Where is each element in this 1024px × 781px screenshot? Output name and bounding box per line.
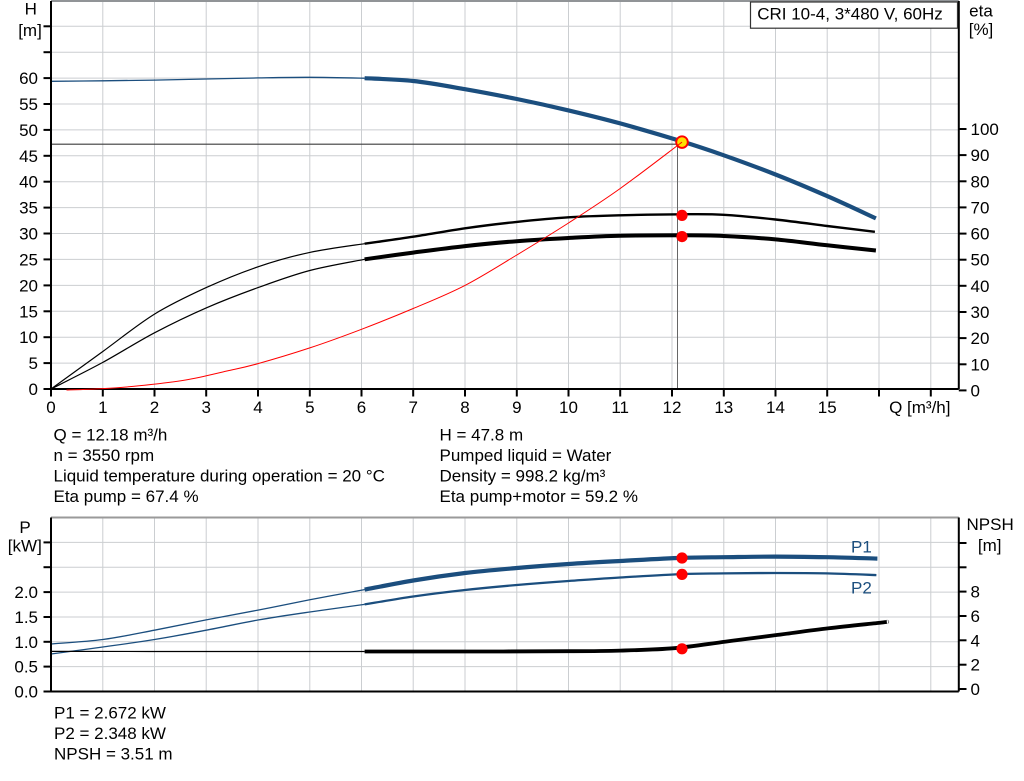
svg-text:50: 50 [971, 251, 990, 270]
svg-text:0: 0 [971, 680, 980, 699]
svg-text:2: 2 [971, 656, 980, 675]
svg-text:50: 50 [19, 121, 38, 140]
svg-text:[kW]: [kW] [8, 537, 42, 556]
svg-text:10: 10 [971, 355, 990, 374]
svg-text:9: 9 [512, 398, 521, 417]
svg-text:[%]: [%] [969, 20, 994, 39]
svg-text:4: 4 [971, 631, 980, 650]
svg-text:1.5: 1.5 [14, 608, 38, 627]
svg-text:60: 60 [971, 225, 990, 244]
svg-text:25: 25 [19, 250, 38, 269]
svg-text:Q = 12.18 m³/h: Q = 12.18 m³/h [54, 426, 168, 445]
svg-text:1: 1 [98, 398, 107, 417]
svg-text:3: 3 [201, 398, 210, 417]
svg-text:15: 15 [19, 302, 38, 321]
svg-text:0.5: 0.5 [14, 658, 38, 677]
svg-text:40: 40 [971, 277, 990, 296]
svg-text:40: 40 [19, 173, 38, 192]
svg-text:P: P [19, 518, 30, 537]
svg-text:P2 = 2.348 kW: P2 = 2.348 kW [54, 724, 166, 743]
svg-text:90: 90 [971, 146, 990, 165]
svg-text:2: 2 [150, 398, 159, 417]
svg-text:CRI 10-4, 3*480 V, 60Hz: CRI 10-4, 3*480 V, 60Hz [757, 5, 943, 24]
svg-text:45: 45 [19, 147, 38, 166]
svg-text:100: 100 [971, 120, 999, 139]
svg-text:10: 10 [19, 328, 38, 347]
svg-text:0.0: 0.0 [14, 683, 38, 702]
svg-text:[m]: [m] [978, 536, 1002, 555]
svg-text:8: 8 [460, 398, 469, 417]
svg-text:2.0: 2.0 [14, 583, 38, 602]
svg-text:20: 20 [971, 329, 990, 348]
svg-text:P1 = 2.672 kW: P1 = 2.672 kW [54, 703, 166, 722]
svg-text:H = 47.8 m: H = 47.8 m [440, 426, 524, 445]
svg-text:80: 80 [971, 172, 990, 191]
svg-text:60: 60 [19, 69, 38, 88]
svg-text:70: 70 [971, 198, 990, 217]
svg-text:Q [m³/h]: Q [m³/h] [889, 398, 950, 417]
svg-text:13: 13 [714, 398, 733, 417]
svg-text:H: H [25, 0, 37, 19]
svg-text:P1: P1 [851, 538, 872, 557]
svg-text:35: 35 [19, 199, 38, 218]
svg-text:30: 30 [971, 303, 990, 322]
svg-text:55: 55 [19, 95, 38, 114]
svg-text:NPSH: NPSH [967, 515, 1014, 534]
svg-text:11: 11 [611, 398, 629, 417]
svg-text:Pumped liquid = Water: Pumped liquid = Water [440, 446, 612, 465]
svg-text:0: 0 [46, 398, 55, 417]
svg-text:Eta pump = 67.4 %: Eta pump = 67.4 % [54, 487, 199, 506]
svg-text:6: 6 [971, 607, 980, 626]
svg-text:NPSH = 3.51 m: NPSH = 3.51 m [54, 745, 173, 764]
svg-text:30: 30 [19, 225, 38, 244]
svg-text:0: 0 [29, 380, 38, 399]
svg-text:12: 12 [663, 398, 682, 417]
svg-text:0: 0 [971, 381, 980, 400]
svg-text:8: 8 [971, 583, 980, 602]
svg-text:Eta pump+motor = 59.2 %: Eta pump+motor = 59.2 % [440, 487, 638, 506]
svg-text:10: 10 [559, 398, 578, 417]
svg-text:5: 5 [305, 398, 314, 417]
svg-text:15: 15 [818, 398, 837, 417]
svg-text:n = 3550 rpm: n = 3550 rpm [54, 446, 155, 465]
svg-text:1.0: 1.0 [14, 633, 38, 652]
svg-text:eta: eta [969, 2, 993, 21]
svg-text:Density = 998.2 kg/m³: Density = 998.2 kg/m³ [440, 467, 606, 486]
svg-text:P2: P2 [851, 579, 872, 598]
svg-text:6: 6 [357, 398, 366, 417]
svg-text:[m]: [m] [18, 21, 42, 40]
svg-text:14: 14 [766, 398, 785, 417]
svg-text:7: 7 [408, 398, 417, 417]
svg-text:5: 5 [29, 354, 38, 373]
svg-text:Liquid temperature during oper: Liquid temperature during operation = 20… [54, 467, 385, 486]
svg-text:20: 20 [19, 276, 38, 295]
svg-text:4: 4 [253, 398, 262, 417]
